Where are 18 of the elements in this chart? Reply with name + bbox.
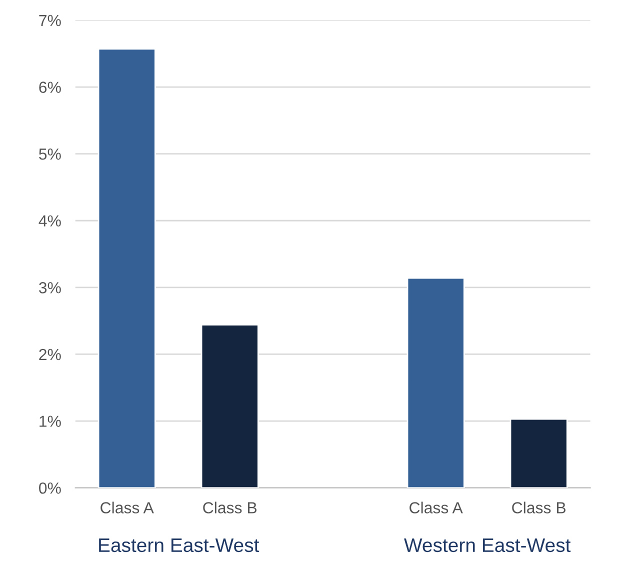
y-tick-label: 7% [39, 14, 61, 26]
x-tick-label: Class B [512, 502, 566, 514]
y-tick-label: 6% [39, 82, 61, 93]
bar [98, 48, 156, 488]
y-tick-label: 1% [40, 416, 61, 427]
bar [406, 277, 465, 488]
bar [200, 324, 259, 488]
x-tick-label: Class A [410, 502, 463, 514]
y-tick-label: 5% [39, 148, 61, 160]
y-tick-label: 0% [39, 482, 61, 494]
y-tick-label: 4% [38, 215, 61, 227]
x-tick-label: Class A [100, 502, 154, 514]
y-tick-label: 2% [39, 348, 61, 360]
x-tick-label: Class B [203, 502, 257, 514]
text: Eastern East-West [99, 538, 260, 552]
text: Western East-West [404, 538, 571, 552]
y-tick-label: 3% [38, 282, 61, 294]
bar [510, 418, 568, 488]
